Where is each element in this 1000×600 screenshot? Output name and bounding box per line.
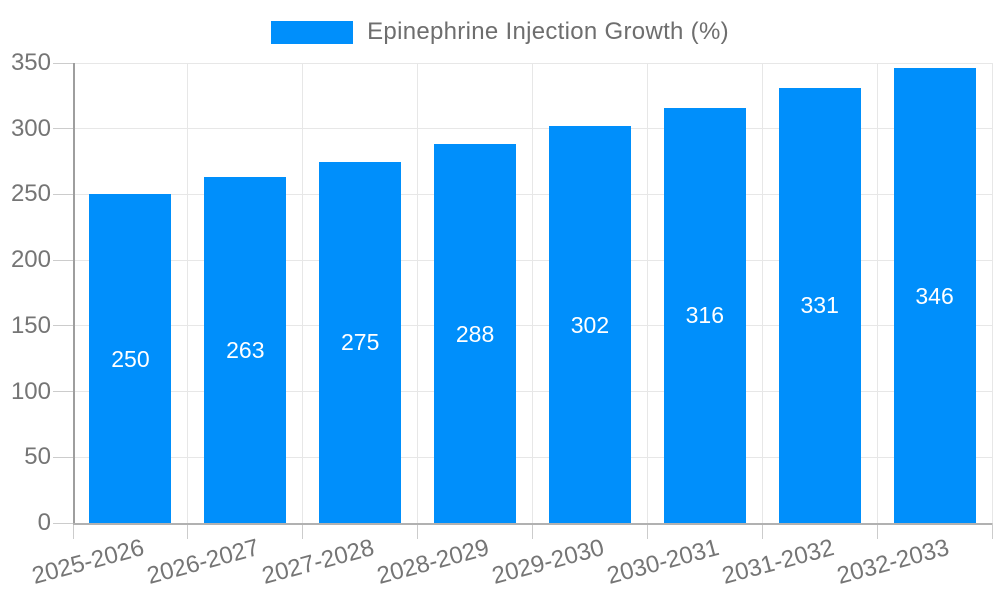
x-gridline bbox=[417, 63, 419, 523]
x-gridline bbox=[761, 63, 763, 523]
x-gridline bbox=[646, 63, 648, 523]
bar-2031-2032[interactable] bbox=[778, 87, 861, 523]
x-gridline bbox=[876, 63, 878, 523]
x-gridline bbox=[991, 63, 993, 523]
x-tick-mark bbox=[302, 523, 304, 539]
y-tick-mark bbox=[53, 325, 73, 327]
y-tick-mark bbox=[53, 456, 73, 458]
bar-2032-2033[interactable] bbox=[893, 68, 976, 523]
x-gridline bbox=[532, 63, 533, 523]
y-axis-tick-label: 350 bbox=[10, 49, 51, 76]
y-axis-tick-label: 200 bbox=[10, 246, 51, 274]
x-tick-mark bbox=[417, 523, 419, 539]
y-tick-mark bbox=[53, 391, 73, 393]
bar-2029-2030[interactable] bbox=[548, 126, 631, 523]
y-axis-tick-label: 50 bbox=[24, 443, 51, 471]
y-tick-mark bbox=[53, 128, 73, 130]
x-tick-mark bbox=[876, 523, 878, 539]
y-axis-line bbox=[73, 63, 75, 523]
x-tick-mark bbox=[187, 523, 189, 539]
y-tick-mark bbox=[53, 522, 73, 524]
y-tick-mark bbox=[53, 193, 73, 195]
y-axis-tick-label: 100 bbox=[10, 377, 51, 405]
y-tick-mark bbox=[53, 259, 73, 261]
bar-2030-2031[interactable] bbox=[663, 107, 746, 523]
x-tick-mark bbox=[532, 523, 533, 539]
x-gridline bbox=[187, 63, 189, 523]
y-tick-mark bbox=[53, 62, 73, 64]
legend-label: Epinephrine Injection Growth (%) bbox=[367, 18, 729, 45]
bar-2028-2029[interactable] bbox=[434, 144, 517, 523]
bar-2027-2028[interactable] bbox=[319, 161, 402, 523]
y-axis-tick-label: 300 bbox=[10, 114, 51, 142]
bar-2026-2027[interactable] bbox=[204, 177, 287, 523]
legend-swatch bbox=[271, 20, 354, 44]
x-axis-line bbox=[73, 523, 992, 525]
x-tick-mark bbox=[646, 523, 648, 539]
chart-legend[interactable]: Epinephrine Injection Growth (%) bbox=[0, 17, 1000, 47]
x-tick-mark bbox=[761, 523, 763, 539]
bar-2025-2026[interactable] bbox=[89, 194, 172, 523]
x-gridline bbox=[302, 63, 304, 523]
y-axis-tick-label: 150 bbox=[10, 311, 51, 339]
x-tick-mark bbox=[72, 523, 74, 539]
y-axis-tick-label: 250 bbox=[10, 180, 51, 208]
x-tick-mark bbox=[991, 523, 993, 539]
y-axis-tick-label: 0 bbox=[37, 509, 51, 536]
